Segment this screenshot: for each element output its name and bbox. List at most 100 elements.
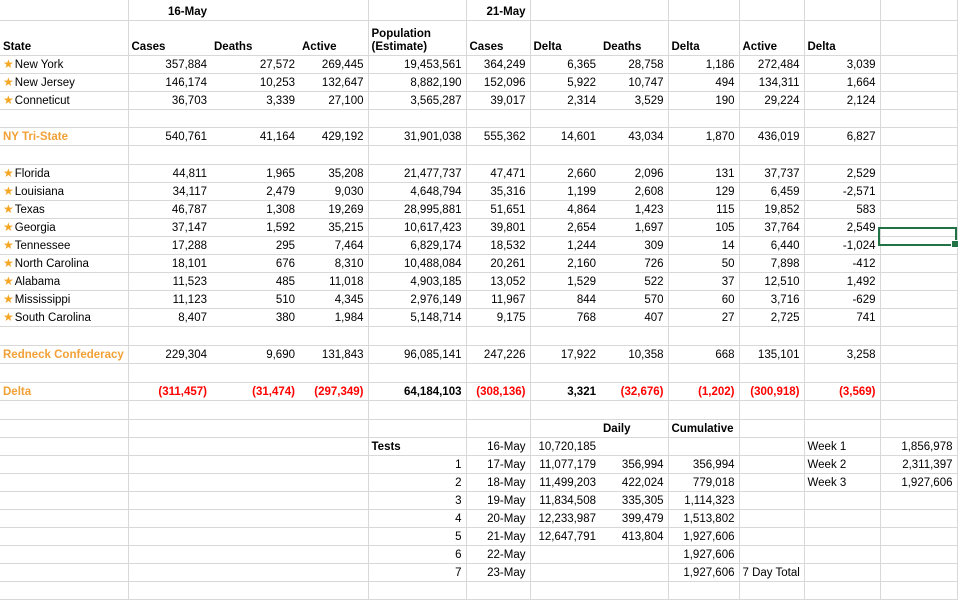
cell-G30[interactable] [530, 545, 600, 564]
cell-C31[interactable] [211, 563, 299, 582]
cell-C28[interactable] [211, 509, 299, 528]
cell-J1[interactable] [739, 0, 805, 21]
cell-H18[interactable] [600, 326, 669, 346]
cell-B10[interactable]: 34,117 [128, 182, 211, 201]
cell-I3[interactable]: 1,186 [668, 55, 740, 74]
cell-H19[interactable]: 10,358 [600, 345, 669, 364]
cell-H26[interactable]: 422,024 [600, 473, 669, 492]
cell-B14[interactable]: 18,101 [128, 254, 211, 273]
cell-L31[interactable] [880, 563, 958, 582]
cell-J7[interactable]: 436,019 [739, 127, 805, 146]
cell-E28[interactable]: 4 [368, 509, 467, 528]
cell-B2[interactable]: Cases [128, 20, 211, 56]
cell-I8[interactable] [668, 145, 740, 165]
cell-I29[interactable]: 1,927,606 [668, 527, 740, 546]
cell-L18[interactable] [880, 326, 958, 346]
cell-B13[interactable]: 17,288 [128, 236, 211, 255]
cell-K8[interactable] [804, 145, 881, 165]
cell-A24[interactable] [0, 437, 129, 456]
cell-B4[interactable]: 146,174 [128, 73, 211, 92]
cell-K32[interactable] [804, 581, 881, 600]
cell-D29[interactable] [299, 527, 369, 546]
cell-G6[interactable] [530, 109, 600, 128]
cell-A32[interactable] [0, 581, 129, 600]
cell-G28[interactable]: 12,233,987 [530, 509, 600, 528]
cell-B15[interactable]: 11,523 [128, 272, 211, 291]
cell-D7[interactable]: 429,192 [299, 127, 369, 146]
cell-A8[interactable] [0, 145, 129, 165]
cell-A10[interactable]: ★Louisiana [0, 182, 129, 201]
cell-I20[interactable] [668, 363, 740, 383]
cell-L6[interactable] [880, 109, 958, 128]
cell-B28[interactable] [128, 509, 211, 528]
cell-F20[interactable] [466, 363, 531, 383]
cell-J26[interactable] [739, 473, 805, 492]
cell-C6[interactable] [211, 109, 299, 128]
cell-G19[interactable]: 17,922 [530, 345, 600, 364]
cell-F15[interactable]: 13,052 [466, 272, 531, 291]
cell-F7[interactable]: 555,362 [466, 127, 531, 146]
cell-H20[interactable] [600, 363, 669, 383]
cell-A2[interactable]: State [0, 20, 129, 56]
cell-E5[interactable]: 3,565,287 [368, 91, 467, 110]
cell-E21[interactable]: 64,184,103 [368, 382, 467, 401]
cell-F29[interactable]: 21-May [466, 527, 531, 546]
cell-D18[interactable] [299, 326, 369, 346]
cell-H21[interactable]: (32,676) [600, 382, 669, 401]
cell-L1[interactable] [880, 0, 958, 21]
cell-L14[interactable] [880, 254, 958, 273]
cell-E8[interactable] [368, 145, 467, 165]
cell-G13[interactable]: 1,244 [530, 236, 600, 255]
cell-E6[interactable] [368, 109, 467, 128]
cell-G11[interactable]: 4,864 [530, 200, 600, 219]
cell-I31[interactable]: 1,927,606 [668, 563, 740, 582]
cell-L28[interactable] [880, 509, 958, 528]
cell-C25[interactable] [211, 455, 299, 474]
cell-B17[interactable]: 8,407 [128, 308, 211, 327]
cell-E15[interactable]: 4,903,185 [368, 272, 467, 291]
cell-L25[interactable]: 2,311,397 [880, 455, 958, 474]
cell-G29[interactable]: 12,647,791 [530, 527, 600, 546]
cell-J2[interactable]: Active [739, 20, 805, 56]
selected-cell[interactable] [878, 227, 959, 248]
cell-H4[interactable]: 10,747 [600, 73, 669, 92]
cell-G9[interactable]: 2,660 [530, 164, 600, 183]
cell-D19[interactable]: 131,843 [299, 345, 369, 364]
cell-G5[interactable]: 2,314 [530, 91, 600, 110]
cell-K2[interactable]: Delta [804, 20, 881, 56]
cell-L4[interactable] [880, 73, 958, 92]
cell-A12[interactable]: ★Georgia [0, 218, 129, 237]
cell-C17[interactable]: 380 [211, 308, 299, 327]
cell-C18[interactable] [211, 326, 299, 346]
cell-J12[interactable]: 37,764 [739, 218, 805, 237]
cell-A6[interactable] [0, 109, 129, 128]
cell-F2[interactable]: Cases [466, 20, 531, 56]
cell-L27[interactable] [880, 491, 958, 510]
cell-I27[interactable]: 1,114,323 [668, 491, 740, 510]
cell-G7[interactable]: 14,601 [530, 127, 600, 146]
cell-D16[interactable]: 4,345 [299, 290, 369, 309]
cell-B20[interactable] [128, 363, 211, 383]
cell-K12[interactable]: 2,549 [804, 218, 881, 237]
cell-C1[interactable] [211, 0, 299, 21]
cell-L8[interactable] [880, 145, 958, 165]
cell-H6[interactable] [600, 109, 669, 128]
cell-E18[interactable] [368, 326, 467, 346]
cell-J4[interactable]: 134,311 [739, 73, 805, 92]
cell-D4[interactable]: 132,647 [299, 73, 369, 92]
cell-G27[interactable]: 11,834,508 [530, 491, 600, 510]
cell-J15[interactable]: 12,510 [739, 272, 805, 291]
cell-K16[interactable]: -629 [804, 290, 881, 309]
cell-D21[interactable]: (297,349) [299, 382, 369, 401]
cell-L2[interactable] [880, 20, 958, 56]
cell-J23[interactable] [739, 419, 805, 438]
cell-C16[interactable]: 510 [211, 290, 299, 309]
cell-H1[interactable] [600, 0, 669, 21]
cell-F31[interactable]: 23-May [466, 563, 531, 582]
cell-E29[interactable]: 5 [368, 527, 467, 546]
cell-B12[interactable]: 37,147 [128, 218, 211, 237]
cell-C5[interactable]: 3,339 [211, 91, 299, 110]
cell-L7[interactable] [880, 127, 958, 146]
cell-A16[interactable]: ★Mississippi [0, 290, 129, 309]
cell-F23[interactable] [466, 419, 531, 438]
